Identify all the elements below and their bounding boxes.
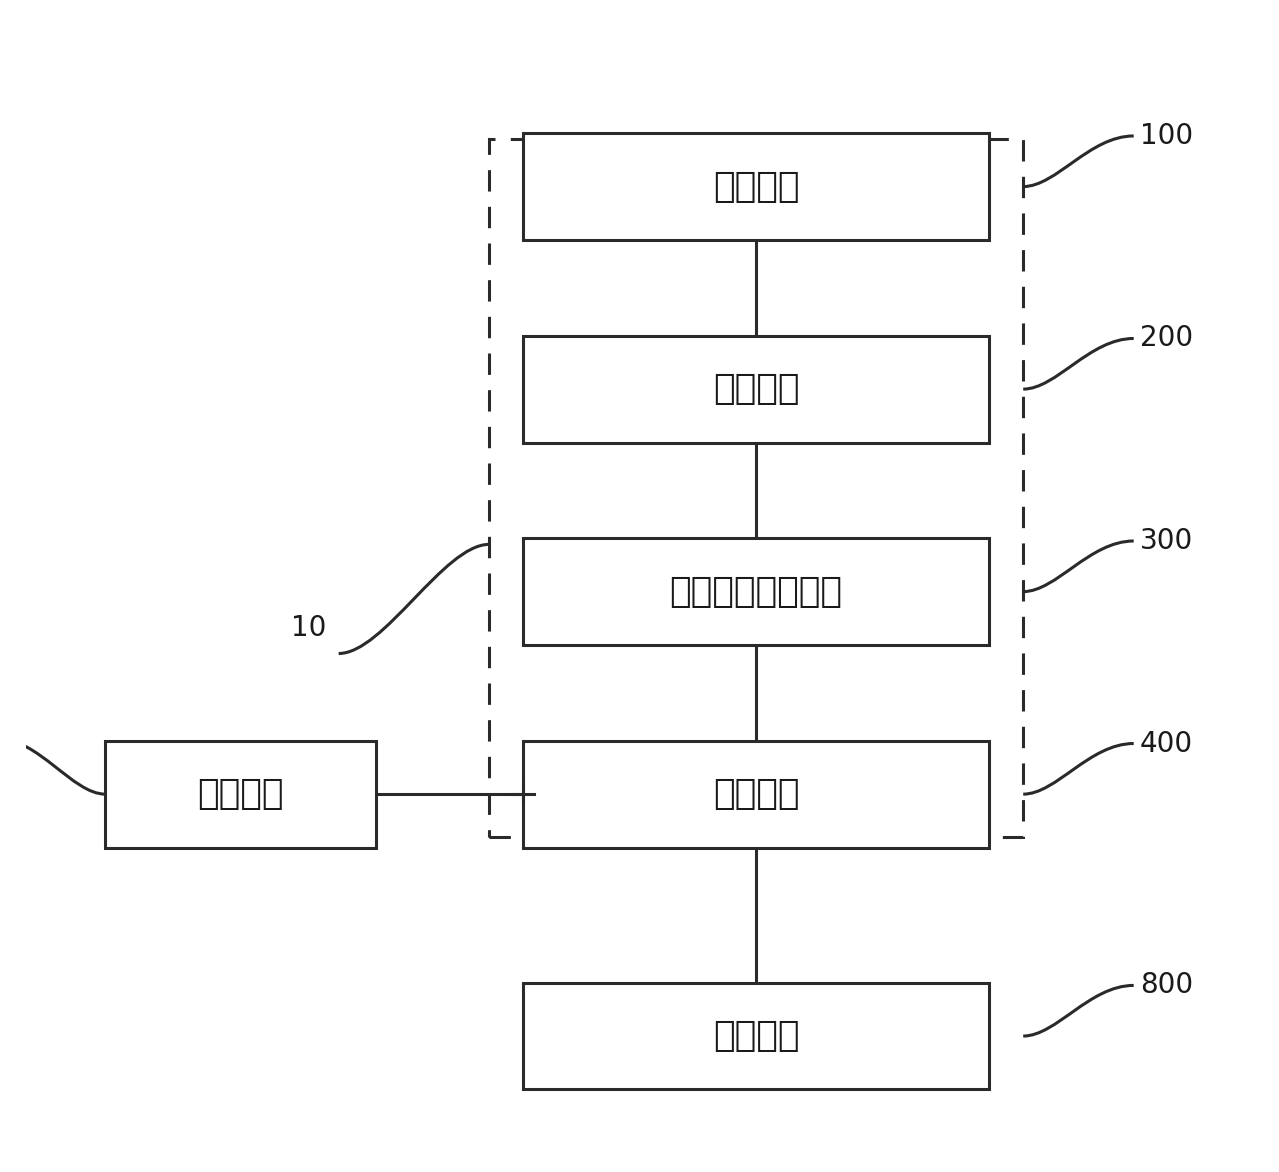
- Text: 显示设备: 显示设备: [197, 777, 284, 811]
- Text: 主控模块: 主控模块: [712, 777, 799, 811]
- Text: 300: 300: [1140, 527, 1193, 556]
- Text: 800: 800: [1140, 972, 1193, 1000]
- Text: 数字信号处理模块: 数字信号处理模块: [670, 574, 843, 608]
- Text: 200: 200: [1140, 325, 1193, 353]
- Bar: [523, 741, 990, 847]
- Text: 100: 100: [1140, 122, 1193, 150]
- Text: 存储设备: 存储设备: [712, 1018, 799, 1054]
- Text: 10: 10: [292, 614, 326, 642]
- Bar: [105, 741, 376, 847]
- Text: 接收模块: 接收模块: [712, 170, 799, 204]
- Bar: [523, 982, 990, 1090]
- Bar: [523, 134, 990, 240]
- Bar: [489, 139, 1023, 837]
- Bar: [523, 538, 990, 645]
- Text: 400: 400: [1140, 729, 1193, 757]
- Text: 解调模块: 解调模块: [712, 372, 799, 407]
- Bar: [523, 335, 990, 443]
